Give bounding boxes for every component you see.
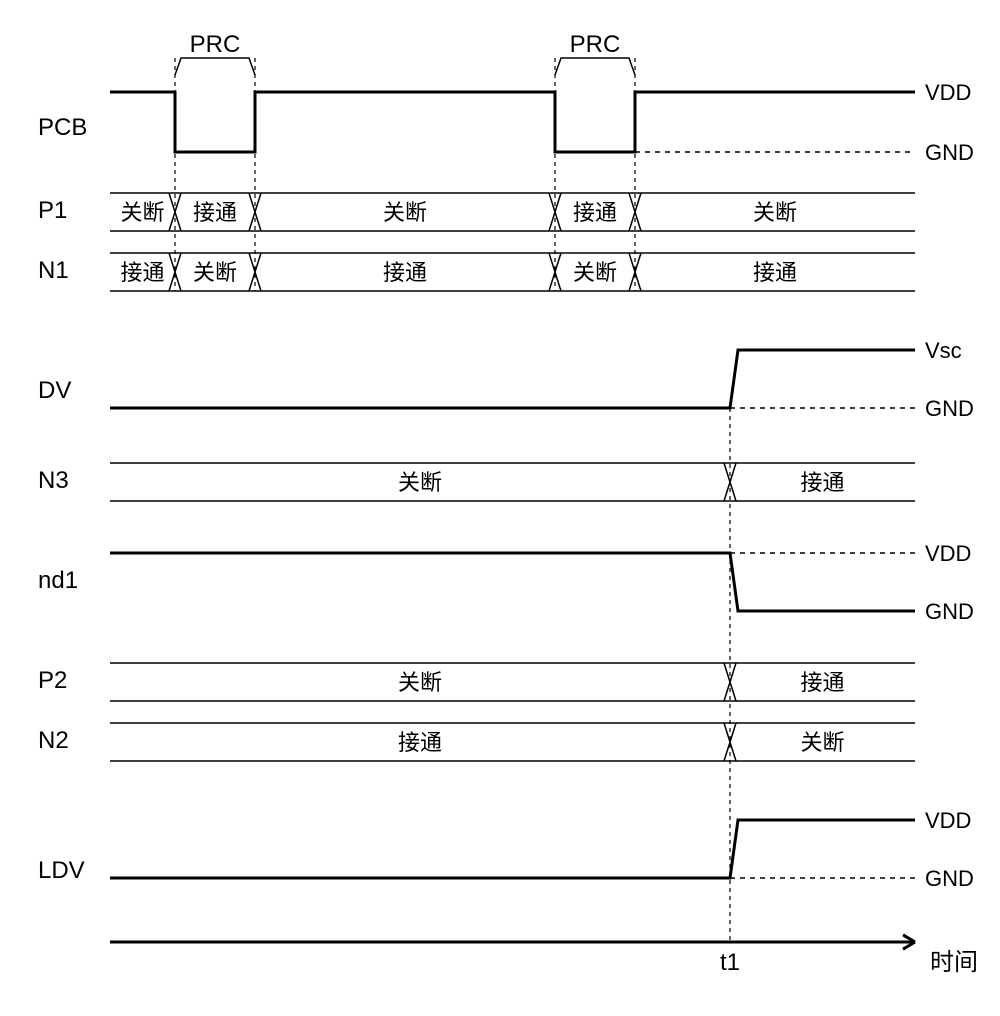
prc2-label: PRC: [570, 31, 621, 58]
ldv-gnd-label: GND: [925, 866, 974, 891]
ldv-label: LDV: [38, 857, 85, 884]
p2-seg-1: 接通: [800, 670, 844, 695]
n3-label: N3: [38, 467, 69, 494]
p1-seg-2: 关断: [383, 200, 427, 225]
nd1-vdd-label: VDD: [925, 541, 971, 566]
dv-gnd-label: GND: [925, 396, 974, 421]
ldv-waveform: [110, 820, 915, 878]
p1-seg-4: 关断: [753, 200, 797, 225]
prc1-label: PRC: [190, 31, 241, 58]
p1-label: P1: [38, 197, 67, 224]
pcb-waveform: [110, 92, 915, 152]
p1-seg-0: 关断: [120, 200, 164, 225]
p1-seg-1: 接通: [193, 200, 237, 225]
dv-vsc-label: Vsc: [925, 338, 962, 363]
nd1-gnd-label: GND: [925, 599, 974, 624]
n2-label: N2: [38, 727, 69, 754]
dv-waveform: [110, 350, 915, 408]
n3-seg-1: 接通: [800, 470, 844, 495]
n1-seg-3: 关断: [573, 260, 617, 285]
timing-diagram: PRCPRCPCBVDDGNDP1关断接通关断接通关断N1接通关断接通关断接通N…: [20, 20, 1000, 996]
n1-seg-0: 接通: [120, 260, 164, 285]
n1-label: N1: [38, 257, 69, 284]
n1-seg-2: 接通: [383, 260, 427, 285]
p2-label: P2: [38, 667, 67, 694]
n2-seg-1: 关断: [800, 730, 844, 755]
pcb-vdd-label: VDD: [925, 80, 971, 105]
n1-seg-4: 接通: [753, 260, 797, 285]
time-axis-label: 时间: [930, 949, 978, 976]
n1-seg-1: 关断: [193, 260, 237, 285]
p2-seg-0: 关断: [398, 670, 442, 695]
t1-label: t1: [720, 949, 740, 976]
n2-seg-0: 接通: [398, 730, 442, 755]
dv-label: DV: [38, 377, 71, 404]
nd1-label: nd1: [38, 567, 78, 594]
pcb-label: PCB: [38, 114, 87, 141]
pcb-gnd-label: GND: [925, 140, 974, 165]
ldv-vdd-label: VDD: [925, 808, 971, 833]
n3-seg-0: 关断: [398, 470, 442, 495]
p1-seg-3: 接通: [573, 200, 617, 225]
nd1-waveform: [110, 553, 915, 611]
